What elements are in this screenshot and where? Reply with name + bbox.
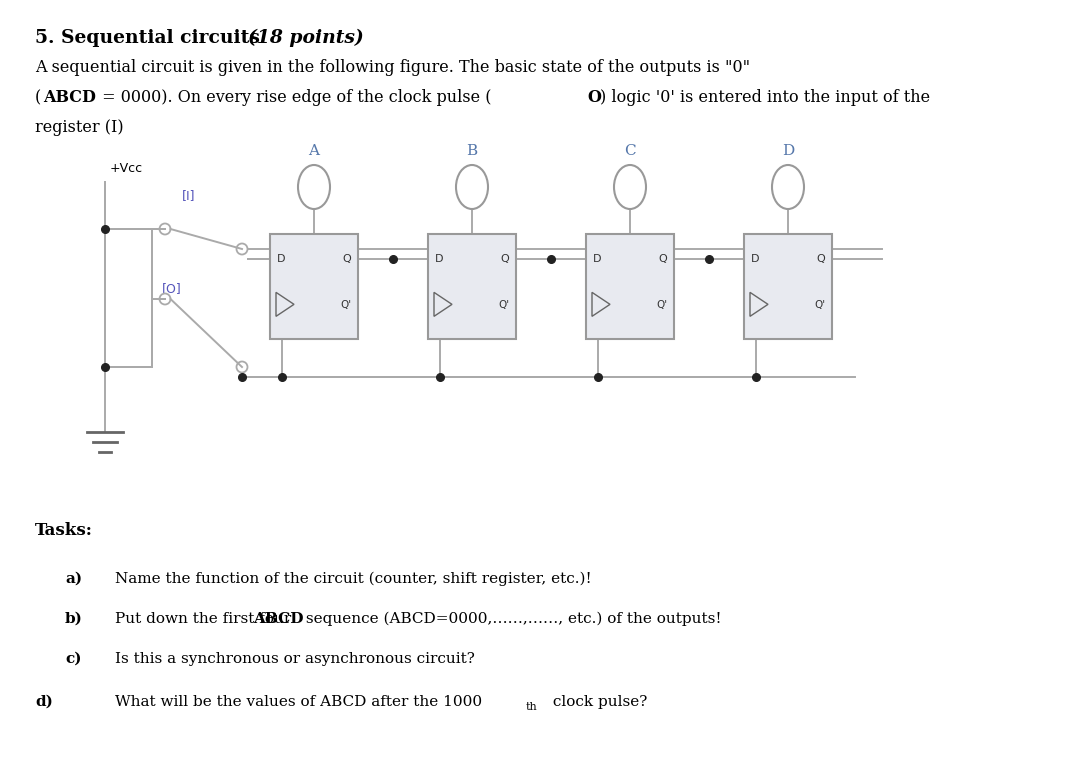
Text: Q: Q <box>342 254 351 264</box>
Text: [I]: [I] <box>182 189 196 202</box>
Text: a): a) <box>65 572 83 586</box>
Text: d): d) <box>35 695 53 709</box>
Text: (18 points): (18 points) <box>248 29 364 48</box>
Text: What will be the values of ABCD after the 1000: What will be the values of ABCD after th… <box>115 695 483 709</box>
Text: Q': Q' <box>498 301 509 311</box>
Text: = 0000). On every rise edge of the clock pulse (: = 0000). On every rise edge of the clock… <box>97 89 491 106</box>
Text: Q: Q <box>659 254 667 264</box>
Text: Q': Q' <box>340 301 351 311</box>
Text: Put down the first four: Put down the first four <box>115 612 296 626</box>
Text: D: D <box>782 144 795 158</box>
Text: register (I): register (I) <box>35 119 124 136</box>
FancyBboxPatch shape <box>744 234 832 339</box>
Text: Q': Q' <box>655 301 667 311</box>
FancyBboxPatch shape <box>428 234 516 339</box>
Text: b): b) <box>65 612 83 626</box>
Text: Q: Q <box>500 254 509 264</box>
Text: A: A <box>309 144 320 158</box>
Text: ) logic '0' is entered into the input of the: ) logic '0' is entered into the input of… <box>600 89 930 106</box>
Text: D: D <box>435 254 443 264</box>
Text: Tasks:: Tasks: <box>35 522 92 539</box>
Text: C: C <box>624 144 636 158</box>
Text: D: D <box>277 254 286 264</box>
Text: ABCD: ABCD <box>253 612 304 626</box>
Text: D: D <box>594 254 601 264</box>
Text: sequence (ABCD=0000,……,……, etc.) of the outputs!: sequence (ABCD=0000,……,……, etc.) of the … <box>301 612 722 627</box>
Text: th: th <box>526 702 538 712</box>
Text: clock pulse?: clock pulse? <box>548 695 648 709</box>
FancyBboxPatch shape <box>270 234 358 339</box>
Text: B: B <box>466 144 477 158</box>
Text: Q: Q <box>816 254 825 264</box>
Text: O: O <box>587 89 601 106</box>
Text: c): c) <box>65 652 82 666</box>
Text: D: D <box>751 254 760 264</box>
FancyBboxPatch shape <box>586 234 674 339</box>
Text: A sequential circuit is given in the following figure. The basic state of the ou: A sequential circuit is given in the fol… <box>35 59 750 76</box>
Text: (: ( <box>35 89 41 106</box>
Text: +Vcc: +Vcc <box>110 162 143 175</box>
Text: 5. Sequential circuits: 5. Sequential circuits <box>35 29 266 47</box>
Text: Name the function of the circuit (counter, shift register, etc.)!: Name the function of the circuit (counte… <box>115 572 591 587</box>
Text: ABCD: ABCD <box>43 89 96 106</box>
Text: Q': Q' <box>814 301 825 311</box>
Text: [O]: [O] <box>162 282 182 295</box>
Text: Is this a synchronous or asynchronous circuit?: Is this a synchronous or asynchronous ci… <box>115 652 475 666</box>
